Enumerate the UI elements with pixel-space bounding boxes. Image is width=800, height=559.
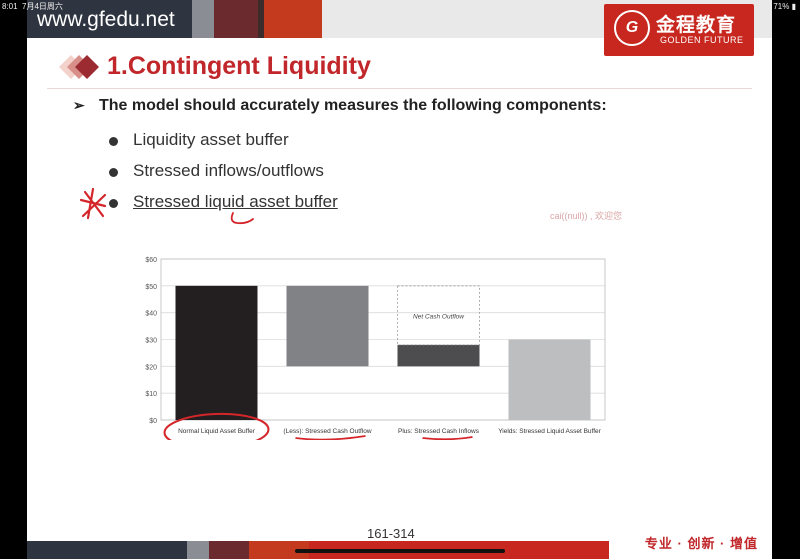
status-time: 8:01 7月4日周六 [2,0,63,14]
title-divider [47,88,752,89]
underline-annotation [295,435,366,440]
chart-bar [397,344,480,367]
underline-annotation-icon [230,212,254,225]
band-segment [214,0,258,38]
y-tick-label: $0 [149,418,157,425]
site-url: www.gfedu.net [37,8,175,31]
user-watermark: cai((null)) , 欢迎您 [550,211,623,221]
y-tick-label: $10 [145,391,157,398]
logo-text-en: GOLDEN FUTURE [660,35,744,45]
home-indicator[interactable] [295,549,505,553]
band-segment [209,541,249,559]
underline-annotation [422,436,473,440]
diamond-deco-icon [59,55,99,79]
circle-annotation [163,412,270,440]
clock: 8:01 [2,2,18,11]
bullet-label: Stressed liquid asset buffer [133,192,338,211]
lead-text: The model should accurately measures the… [99,97,607,114]
chart-bar [286,285,369,367]
bullet-dot-icon [109,199,118,208]
slide: www.gfedu.net G 金程教育 GOLDEN FUTURE 1.Con… [27,0,772,559]
chart-bar [508,339,591,420]
logo-emblem-icon: G [614,10,650,46]
brand-logo: G 金程教育 GOLDEN FUTURE [604,4,754,56]
net-outflow-box [397,285,480,346]
band-segment [258,0,264,38]
slogan: 专业 · 创新 · 增值 [644,536,758,551]
data-label: Net Cash Outflow [413,313,465,320]
bullet-dot-icon [109,168,118,177]
status-bar: 8:01 7月4日周六 71% ▮ [0,0,800,14]
bullet-label: Liquidity asset buffer [133,130,289,149]
x-tick-label: (Less): Stressed Cash Outflow [283,428,371,435]
band-segment [27,541,187,559]
y-tick-label: $60 [145,257,157,264]
y-tick-label: $50 [145,284,157,291]
band-segment [249,541,309,559]
chart-bar [175,285,258,420]
band-segment [187,541,209,559]
x-tick-label: Normal Liquid Asset Buffer [178,428,256,435]
band-segment [264,0,322,38]
y-tick-label: $40 [145,311,157,318]
logo-text-cn: 金程教育 [656,15,737,36]
band-segment [27,0,192,38]
bullet-dot-icon [109,137,118,146]
date: 7月4日周六 [22,2,63,11]
y-tick-label: $20 [145,364,157,371]
waterfall-chart: $60 $50 $40 $30 $20 $10 $0 Normal Liquid Asset … [145,257,606,440]
x-tick-label: Plus: Stressed Cash Inflows [398,428,480,435]
arrow-bullet-icon: ➢ [73,97,85,113]
band-segment [192,0,214,38]
plot-frame [160,258,606,421]
slide-title: 1.Contingent Liquidity [107,52,371,80]
page-number: 161-314 [367,526,415,541]
bullet-label: Stressed inflows/outflows [133,161,324,180]
battery-level: 71% [773,2,790,11]
y-tick-label: $30 [145,338,157,345]
x-tick-label: Yields: Stressed Liquid Asset Buffer [498,428,601,435]
battery-indicator: 71% ▮ [773,2,796,11]
